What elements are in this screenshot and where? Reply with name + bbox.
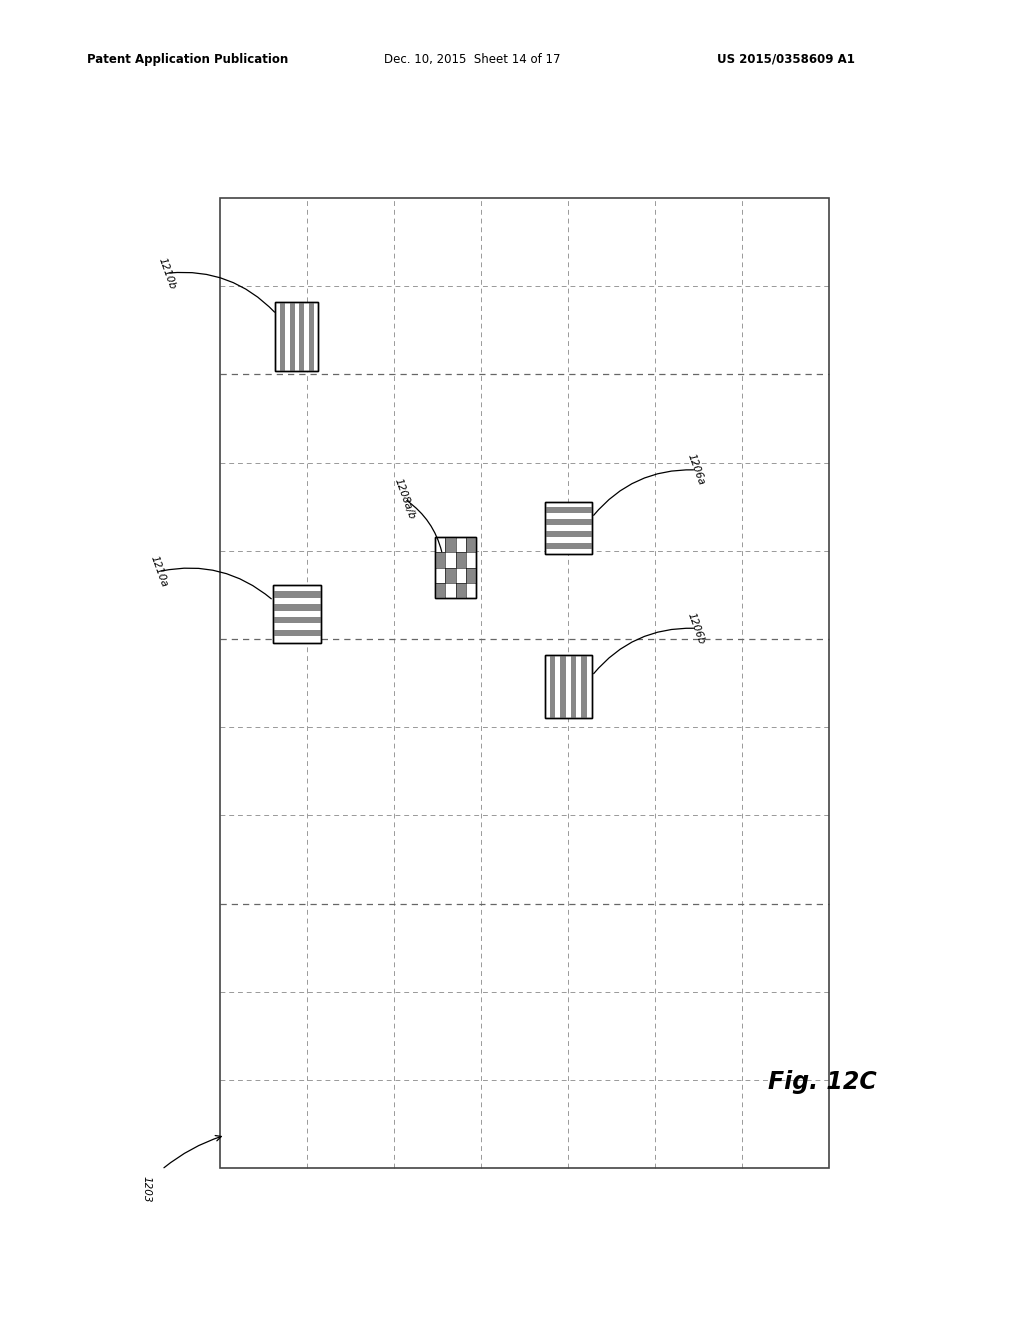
Bar	[550, 655, 555, 718]
Text: 1210b: 1210b	[157, 256, 177, 290]
Bar	[545, 519, 592, 525]
Text: 1206a: 1206a	[686, 453, 707, 487]
Bar	[299, 302, 304, 371]
Bar	[560, 655, 565, 718]
Bar	[582, 655, 587, 718]
Bar	[435, 553, 445, 568]
Bar	[273, 630, 321, 636]
Text: US 2015/0358609 A1: US 2015/0358609 A1	[717, 53, 855, 66]
Bar	[275, 302, 318, 371]
Bar	[290, 302, 295, 371]
Bar	[545, 502, 592, 554]
Text: 1203: 1203	[141, 1176, 152, 1203]
Text: Patent Application Publication: Patent Application Publication	[87, 53, 289, 66]
FancyArrowPatch shape	[170, 272, 274, 312]
Bar	[466, 568, 476, 583]
FancyArrowPatch shape	[162, 568, 271, 599]
Bar	[466, 537, 476, 553]
Text: 1210a: 1210a	[148, 554, 169, 589]
Bar	[456, 553, 466, 568]
Bar	[435, 537, 476, 598]
Bar	[545, 543, 592, 549]
Bar	[273, 585, 321, 643]
Bar	[435, 537, 476, 598]
FancyArrowPatch shape	[594, 628, 693, 673]
FancyArrowPatch shape	[594, 470, 693, 515]
Bar	[445, 568, 456, 583]
Text: Dec. 10, 2015  Sheet 14 of 17: Dec. 10, 2015 Sheet 14 of 17	[384, 53, 560, 66]
Text: 1208a/b: 1208a/b	[392, 477, 417, 521]
Bar	[545, 655, 592, 718]
Bar	[281, 302, 285, 371]
Bar	[220, 198, 829, 1168]
FancyArrowPatch shape	[407, 500, 441, 552]
Text: 1206b: 1206b	[686, 611, 707, 645]
Bar	[309, 302, 313, 371]
Bar	[273, 585, 321, 643]
Bar	[571, 655, 577, 718]
Bar	[275, 302, 318, 371]
Bar	[456, 583, 466, 598]
Bar	[273, 591, 321, 598]
Bar	[545, 502, 592, 554]
Bar	[445, 537, 456, 553]
Bar	[273, 605, 321, 611]
Bar	[545, 655, 592, 718]
Text: Fig. 12C: Fig. 12C	[768, 1071, 877, 1094]
Bar	[435, 583, 445, 598]
Bar	[273, 616, 321, 623]
Bar	[545, 507, 592, 513]
Bar	[545, 531, 592, 537]
